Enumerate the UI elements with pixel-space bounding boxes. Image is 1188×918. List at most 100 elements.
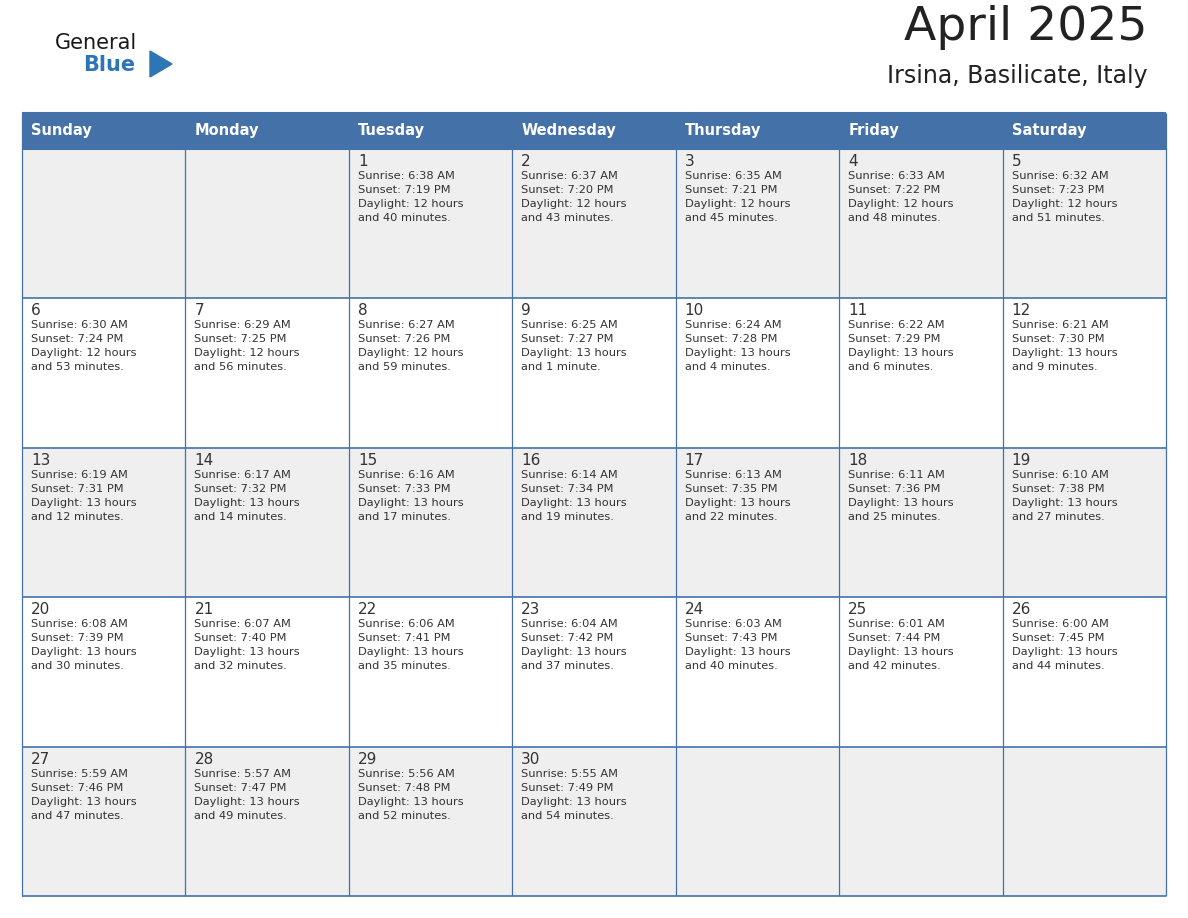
Text: 7: 7 <box>195 304 204 319</box>
Text: Sunrise: 6:21 AM
Sunset: 7:30 PM
Daylight: 13 hours
and 9 minutes.: Sunrise: 6:21 AM Sunset: 7:30 PM Dayligh… <box>1011 320 1117 373</box>
Bar <box>512 149 676 298</box>
Bar <box>185 448 349 598</box>
Text: 1: 1 <box>358 154 367 169</box>
Bar <box>23 448 185 598</box>
Bar <box>349 448 512 598</box>
Text: Sunday: Sunday <box>31 124 91 139</box>
Text: Sunrise: 6:29 AM
Sunset: 7:25 PM
Daylight: 12 hours
and 56 minutes.: Sunrise: 6:29 AM Sunset: 7:25 PM Dayligh… <box>195 320 299 373</box>
Text: 10: 10 <box>684 304 704 319</box>
Bar <box>23 598 185 746</box>
Bar <box>185 298 349 448</box>
Text: Sunrise: 5:59 AM
Sunset: 7:46 PM
Daylight: 13 hours
and 47 minutes.: Sunrise: 5:59 AM Sunset: 7:46 PM Dayligh… <box>31 768 137 821</box>
Text: Sunrise: 6:11 AM
Sunset: 7:36 PM
Daylight: 13 hours
and 25 minutes.: Sunrise: 6:11 AM Sunset: 7:36 PM Dayligh… <box>848 470 954 521</box>
Bar <box>676 298 839 448</box>
Bar <box>185 149 349 298</box>
Text: Sunrise: 6:07 AM
Sunset: 7:40 PM
Daylight: 13 hours
and 32 minutes.: Sunrise: 6:07 AM Sunset: 7:40 PM Dayligh… <box>195 620 301 671</box>
Text: Thursday: Thursday <box>684 124 762 139</box>
Bar <box>839 149 1003 298</box>
Text: Sunrise: 6:06 AM
Sunset: 7:41 PM
Daylight: 13 hours
and 35 minutes.: Sunrise: 6:06 AM Sunset: 7:41 PM Dayligh… <box>358 620 463 671</box>
Bar <box>839 448 1003 598</box>
Text: Sunrise: 6:22 AM
Sunset: 7:29 PM
Daylight: 13 hours
and 6 minutes.: Sunrise: 6:22 AM Sunset: 7:29 PM Dayligh… <box>848 320 954 373</box>
Text: Sunrise: 5:57 AM
Sunset: 7:47 PM
Daylight: 13 hours
and 49 minutes.: Sunrise: 5:57 AM Sunset: 7:47 PM Dayligh… <box>195 768 301 821</box>
Bar <box>23 746 185 896</box>
Text: 9: 9 <box>522 304 531 319</box>
Text: 26: 26 <box>1011 602 1031 617</box>
Bar <box>839 298 1003 448</box>
Text: 28: 28 <box>195 752 214 767</box>
Bar <box>185 598 349 746</box>
Bar <box>1003 298 1165 448</box>
Bar <box>1003 448 1165 598</box>
Text: 3: 3 <box>684 154 695 169</box>
Bar <box>676 598 839 746</box>
Bar <box>839 746 1003 896</box>
Text: 14: 14 <box>195 453 214 468</box>
Bar <box>512 598 676 746</box>
Bar <box>512 746 676 896</box>
Bar <box>23 149 185 298</box>
Text: 22: 22 <box>358 602 377 617</box>
Text: Sunrise: 6:24 AM
Sunset: 7:28 PM
Daylight: 13 hours
and 4 minutes.: Sunrise: 6:24 AM Sunset: 7:28 PM Dayligh… <box>684 320 790 373</box>
Bar <box>23 113 185 149</box>
Text: Sunrise: 6:17 AM
Sunset: 7:32 PM
Daylight: 13 hours
and 14 minutes.: Sunrise: 6:17 AM Sunset: 7:32 PM Dayligh… <box>195 470 301 521</box>
Text: 27: 27 <box>31 752 50 767</box>
Text: Sunrise: 6:35 AM
Sunset: 7:21 PM
Daylight: 12 hours
and 45 minutes.: Sunrise: 6:35 AM Sunset: 7:21 PM Dayligh… <box>684 171 790 223</box>
Bar <box>349 113 512 149</box>
Text: Sunrise: 5:55 AM
Sunset: 7:49 PM
Daylight: 13 hours
and 54 minutes.: Sunrise: 5:55 AM Sunset: 7:49 PM Dayligh… <box>522 768 627 821</box>
Bar <box>349 149 512 298</box>
Text: Sunrise: 6:32 AM
Sunset: 7:23 PM
Daylight: 12 hours
and 51 minutes.: Sunrise: 6:32 AM Sunset: 7:23 PM Dayligh… <box>1011 171 1117 223</box>
Text: 6: 6 <box>31 304 40 319</box>
Text: 30: 30 <box>522 752 541 767</box>
Text: 19: 19 <box>1011 453 1031 468</box>
Bar <box>839 113 1003 149</box>
Text: Sunrise: 6:08 AM
Sunset: 7:39 PM
Daylight: 13 hours
and 30 minutes.: Sunrise: 6:08 AM Sunset: 7:39 PM Dayligh… <box>31 620 137 671</box>
Bar <box>676 448 839 598</box>
Bar <box>1003 598 1165 746</box>
Text: 16: 16 <box>522 453 541 468</box>
Polygon shape <box>150 51 172 77</box>
Text: Saturday: Saturday <box>1011 124 1086 139</box>
Text: Blue: Blue <box>83 55 135 75</box>
Text: 21: 21 <box>195 602 214 617</box>
Text: Sunrise: 6:33 AM
Sunset: 7:22 PM
Daylight: 12 hours
and 48 minutes.: Sunrise: 6:33 AM Sunset: 7:22 PM Dayligh… <box>848 171 954 223</box>
Text: 15: 15 <box>358 453 377 468</box>
Text: Tuesday: Tuesday <box>358 124 425 139</box>
Text: Monday: Monday <box>195 124 259 139</box>
Bar <box>1003 113 1165 149</box>
Bar <box>23 298 185 448</box>
Text: 11: 11 <box>848 304 867 319</box>
Text: Sunrise: 6:04 AM
Sunset: 7:42 PM
Daylight: 13 hours
and 37 minutes.: Sunrise: 6:04 AM Sunset: 7:42 PM Dayligh… <box>522 620 627 671</box>
Text: Sunrise: 6:38 AM
Sunset: 7:19 PM
Daylight: 12 hours
and 40 minutes.: Sunrise: 6:38 AM Sunset: 7:19 PM Dayligh… <box>358 171 463 223</box>
Bar <box>185 746 349 896</box>
Text: 13: 13 <box>31 453 50 468</box>
Bar <box>1003 746 1165 896</box>
Text: Irsina, Basilicate, Italy: Irsina, Basilicate, Italy <box>887 64 1148 88</box>
Bar <box>349 746 512 896</box>
Text: Sunrise: 6:37 AM
Sunset: 7:20 PM
Daylight: 12 hours
and 43 minutes.: Sunrise: 6:37 AM Sunset: 7:20 PM Dayligh… <box>522 171 627 223</box>
Text: 29: 29 <box>358 752 378 767</box>
Text: 17: 17 <box>684 453 704 468</box>
Bar <box>1003 149 1165 298</box>
Text: 8: 8 <box>358 304 367 319</box>
Text: 12: 12 <box>1011 304 1031 319</box>
Bar <box>185 113 349 149</box>
Text: Sunrise: 6:13 AM
Sunset: 7:35 PM
Daylight: 13 hours
and 22 minutes.: Sunrise: 6:13 AM Sunset: 7:35 PM Dayligh… <box>684 470 790 521</box>
Text: 25: 25 <box>848 602 867 617</box>
Bar <box>349 598 512 746</box>
Text: Wednesday: Wednesday <box>522 124 617 139</box>
Text: 20: 20 <box>31 602 50 617</box>
Text: Sunrise: 6:30 AM
Sunset: 7:24 PM
Daylight: 12 hours
and 53 minutes.: Sunrise: 6:30 AM Sunset: 7:24 PM Dayligh… <box>31 320 137 373</box>
Text: 23: 23 <box>522 602 541 617</box>
Text: 2: 2 <box>522 154 531 169</box>
Text: General: General <box>55 33 138 53</box>
Text: Sunrise: 6:00 AM
Sunset: 7:45 PM
Daylight: 13 hours
and 44 minutes.: Sunrise: 6:00 AM Sunset: 7:45 PM Dayligh… <box>1011 620 1117 671</box>
Bar <box>512 298 676 448</box>
Bar <box>512 113 676 149</box>
Bar <box>676 746 839 896</box>
Bar <box>839 598 1003 746</box>
Text: Sunrise: 6:03 AM
Sunset: 7:43 PM
Daylight: 13 hours
and 40 minutes.: Sunrise: 6:03 AM Sunset: 7:43 PM Dayligh… <box>684 620 790 671</box>
Text: 5: 5 <box>1011 154 1022 169</box>
Text: Sunrise: 6:27 AM
Sunset: 7:26 PM
Daylight: 12 hours
and 59 minutes.: Sunrise: 6:27 AM Sunset: 7:26 PM Dayligh… <box>358 320 463 373</box>
Bar <box>676 113 839 149</box>
Text: Sunrise: 5:56 AM
Sunset: 7:48 PM
Daylight: 13 hours
and 52 minutes.: Sunrise: 5:56 AM Sunset: 7:48 PM Dayligh… <box>358 768 463 821</box>
